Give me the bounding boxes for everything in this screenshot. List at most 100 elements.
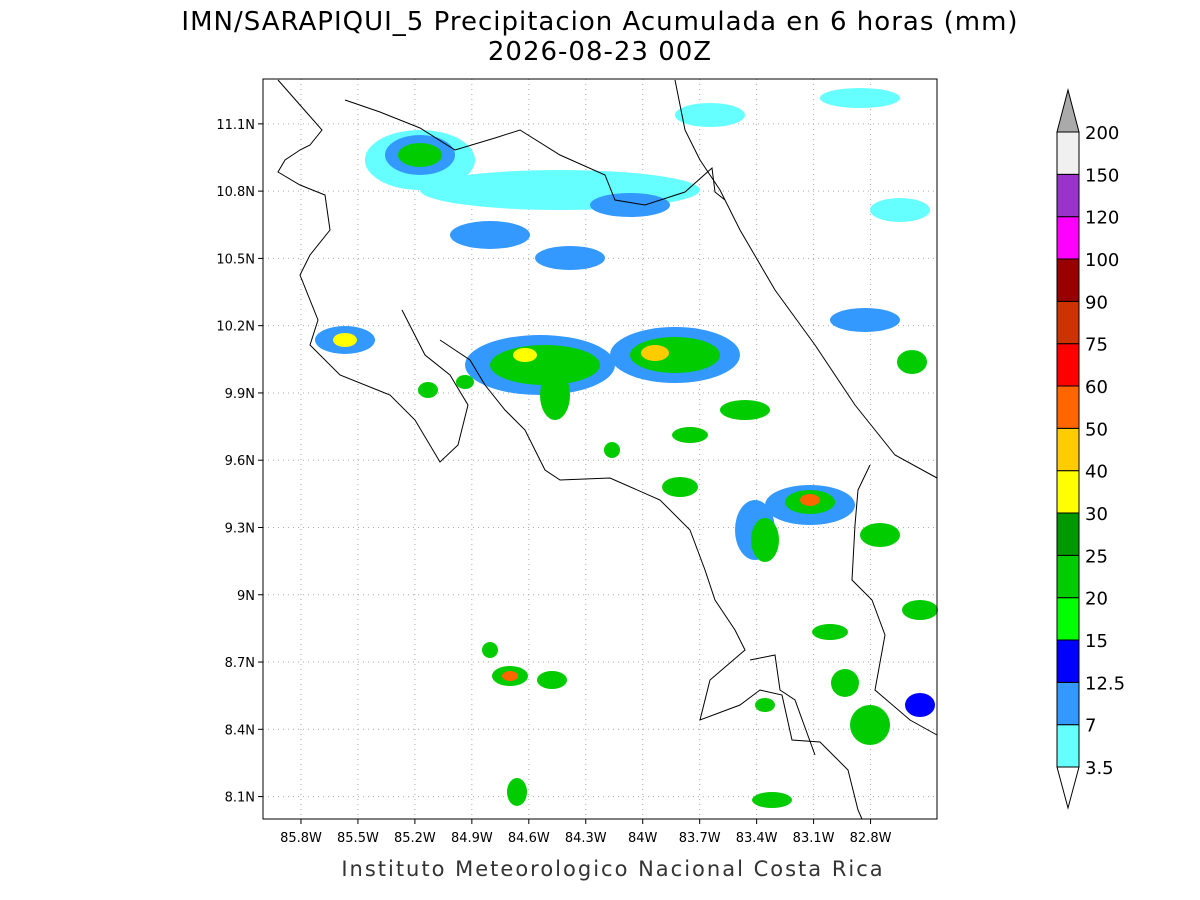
colorbar-label: 200 <box>1085 123 1119 144</box>
colorbar-band <box>1056 470 1080 514</box>
lon-tick-label: 85.2W <box>394 831 436 846</box>
precip-cell <box>812 624 848 640</box>
lat-tick-label: 8.4N <box>225 723 255 738</box>
precip-cell <box>662 477 698 497</box>
colorbar-label: 20 <box>1085 589 1108 610</box>
precip-cell <box>537 671 567 689</box>
coastline <box>277 79 469 463</box>
colorbar-band <box>1056 554 1080 599</box>
footer-credit: Instituto Meteorologico Nacional Costa R… <box>341 857 884 881</box>
lat-tick-label: 9.6N <box>225 454 255 469</box>
lat-tick-label: 10.2N <box>216 320 255 335</box>
lat-tick-label: 9.3N <box>225 521 255 536</box>
subtitle: 2026-08-23 00Z <box>488 37 712 67</box>
coastlines <box>277 79 938 820</box>
lon-tick-label: 85.8W <box>280 831 322 846</box>
colorbar-band <box>1056 724 1080 768</box>
colorbar: 3.5 7 12.5 15 20 25 30 40 50 60 75 90 100 120 150 200 <box>1056 88 1125 810</box>
lon-tick-label: 85.5W <box>337 831 379 846</box>
coastline <box>749 654 816 756</box>
colorbar-band <box>1056 258 1080 302</box>
precip-cell <box>604 442 620 458</box>
colorbar-label: 50 <box>1085 419 1108 440</box>
precip-cell <box>902 600 938 620</box>
colorbar-band <box>1056 385 1080 429</box>
coastline <box>674 79 938 479</box>
colorbar-label: 60 <box>1085 377 1108 398</box>
colorbar-band <box>1056 216 1080 260</box>
precip-cell <box>333 333 357 347</box>
lon-tick-label: 83.4W <box>736 831 778 846</box>
precip-cell <box>513 348 537 362</box>
lon-tick-label: 82.8W <box>850 831 892 846</box>
colorbar-label: 25 <box>1085 546 1108 567</box>
lat-tick-label: 9N <box>237 589 255 604</box>
lon-tick-label: 84W <box>628 831 658 846</box>
lat-tick-label: 10.5N <box>216 252 255 267</box>
colorbar-band <box>1056 300 1080 345</box>
precip-cell <box>641 345 669 361</box>
colorbar-label: 12.5 <box>1085 673 1125 694</box>
colorbar-label: 7 <box>1085 716 1096 737</box>
lon-tick-label: 83.7W <box>679 831 721 846</box>
precip-cell <box>820 88 900 108</box>
precip-cell <box>507 778 527 806</box>
lat-tick-label: 9.9N <box>225 387 255 402</box>
lon-tick-label: 84.3W <box>565 831 607 846</box>
precip-cell <box>860 523 900 547</box>
colorbar-band <box>1056 597 1080 641</box>
precip-cell <box>502 671 518 681</box>
precip-cell <box>830 308 900 332</box>
colorbar-label: 120 <box>1085 208 1119 229</box>
precip-cell <box>418 382 438 398</box>
colorbar-label: 100 <box>1085 250 1119 271</box>
lat-tick-label: 10.8N <box>216 185 255 200</box>
lon-tick-label: 83.1W <box>793 831 835 846</box>
precip-cell <box>870 198 930 222</box>
lat-tick-label: 11.1N <box>216 118 255 133</box>
colorbar-band <box>1056 173 1080 218</box>
colorbar-label: 15 <box>1085 631 1108 652</box>
lon-tick-label: 84.6W <box>508 831 550 846</box>
lat-tick-label: 8.1N <box>225 791 255 806</box>
border <box>851 464 938 736</box>
colorbar-band <box>1056 131 1080 175</box>
precip-cell <box>672 427 708 443</box>
colorbar-label: 3.5 <box>1085 758 1114 779</box>
precip-cell <box>751 518 779 562</box>
lat-tick-label: 8.7N <box>225 656 255 671</box>
grid <box>263 79 937 819</box>
precip-cell <box>540 370 570 420</box>
precip-cell <box>456 375 474 389</box>
colorbar-label: 75 <box>1085 335 1108 356</box>
precip-cell <box>905 693 935 717</box>
precip-cell <box>450 221 530 249</box>
colorbar-label: 150 <box>1085 165 1119 186</box>
border <box>344 99 726 206</box>
colorbar-band <box>1056 343 1080 387</box>
map <box>262 78 938 820</box>
colorbar-label: 90 <box>1085 292 1108 313</box>
colorbar-band <box>1056 427 1080 472</box>
precip-cell <box>590 193 670 217</box>
precip-cell <box>755 698 775 712</box>
colorbar-label: 40 <box>1085 462 1108 483</box>
colorbar-over <box>1056 88 1080 133</box>
precip-cell <box>675 103 745 127</box>
precipitation <box>315 88 938 808</box>
colorbar-label: 30 <box>1085 504 1108 525</box>
precip-cell <box>720 400 770 420</box>
precip-cell <box>800 494 820 506</box>
precip-cell <box>535 246 605 270</box>
lon-tick-label: 84.9W <box>451 831 493 846</box>
colorbar-band <box>1056 639 1080 683</box>
precip-cell <box>752 792 792 808</box>
coastline <box>439 339 863 820</box>
title: IMN/SARAPIQUI_5 Precipitacion Acumulada … <box>181 7 1018 37</box>
precip-cell <box>850 705 890 745</box>
precip-cell <box>831 669 859 697</box>
precip-cell <box>482 642 498 658</box>
precip-cell <box>897 350 927 374</box>
precip-cell <box>398 143 442 167</box>
